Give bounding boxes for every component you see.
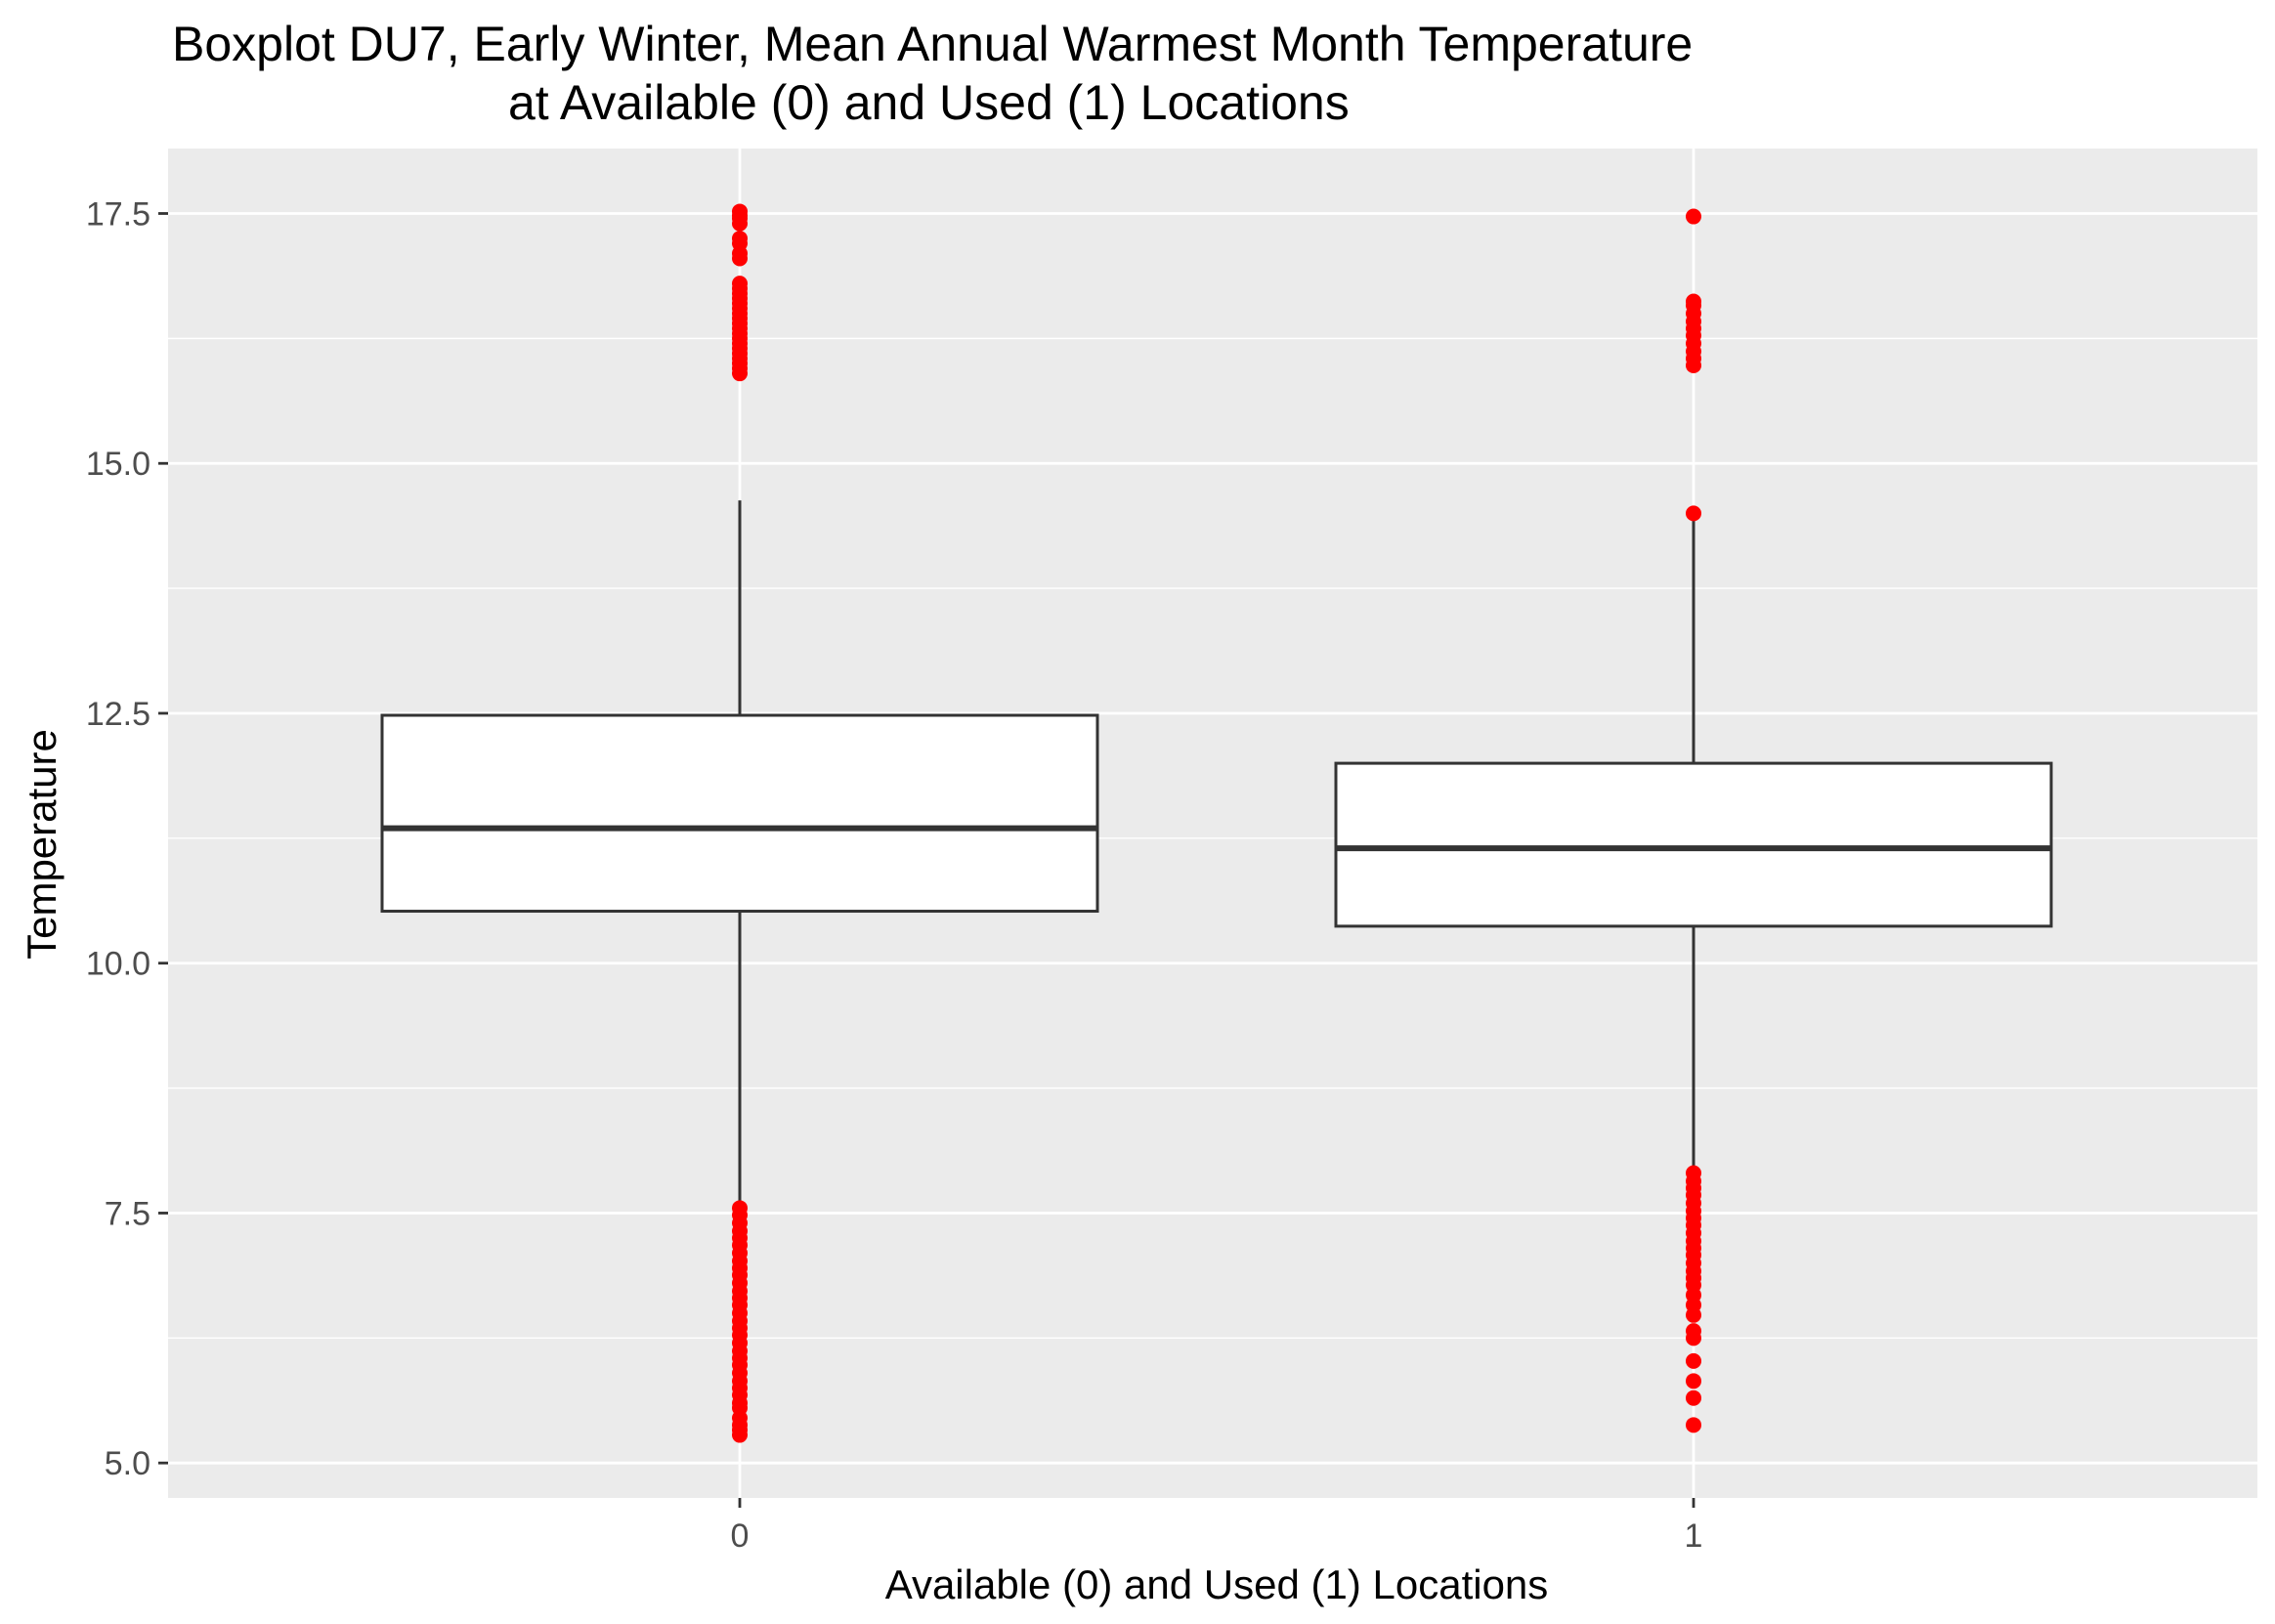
outlier-point <box>1686 293 1701 310</box>
y-tick-label: 10.0 <box>86 946 150 983</box>
box-iqr <box>1334 761 2053 928</box>
outlier-point <box>1686 1323 1701 1340</box>
y-tick-label: 17.5 <box>86 195 150 233</box>
y-tick-label: 15.0 <box>86 446 150 483</box>
outlier-point <box>732 231 748 247</box>
outlier-point <box>1686 1165 1701 1181</box>
y-axis-title: Temperature <box>19 729 64 960</box>
outlier-point <box>732 1200 748 1217</box>
x-axis-title: Available (0) and Used (1) Locations <box>885 1561 1549 1607</box>
outlier-point <box>732 203 748 220</box>
y-tick-label: 5.0 <box>105 1445 150 1482</box>
axes: 5.0 7.5 10.0 12.5 15.0 17.5 0 1 <box>86 195 1703 1555</box>
outlier-point <box>1686 1373 1701 1389</box>
outlier-points <box>732 203 1701 1443</box>
outlier-point <box>1686 1352 1701 1369</box>
y-tick-label: 7.5 <box>105 1195 150 1232</box>
box-category-1 <box>1334 514 2053 1171</box>
chart-title: Boxplot DU7, Early Winter, Mean Annual W… <box>172 17 1693 71</box>
outlier-point <box>732 276 748 292</box>
y-tick-label: 12.5 <box>86 696 150 733</box>
chart-subtitle: at Available (0) and Used (1) Locations <box>508 75 1350 130</box>
outlier-point <box>1686 1389 1701 1406</box>
outlier-point <box>1686 505 1701 522</box>
outlier-point <box>1686 208 1701 225</box>
box-layer <box>380 500 2053 1204</box>
box-category-0 <box>380 500 1099 1204</box>
outlier-point <box>1686 1417 1701 1433</box>
x-tick-label: 1 <box>1685 1517 1703 1555</box>
box-iqr <box>380 713 1099 914</box>
x-tick-label: 0 <box>731 1517 750 1555</box>
